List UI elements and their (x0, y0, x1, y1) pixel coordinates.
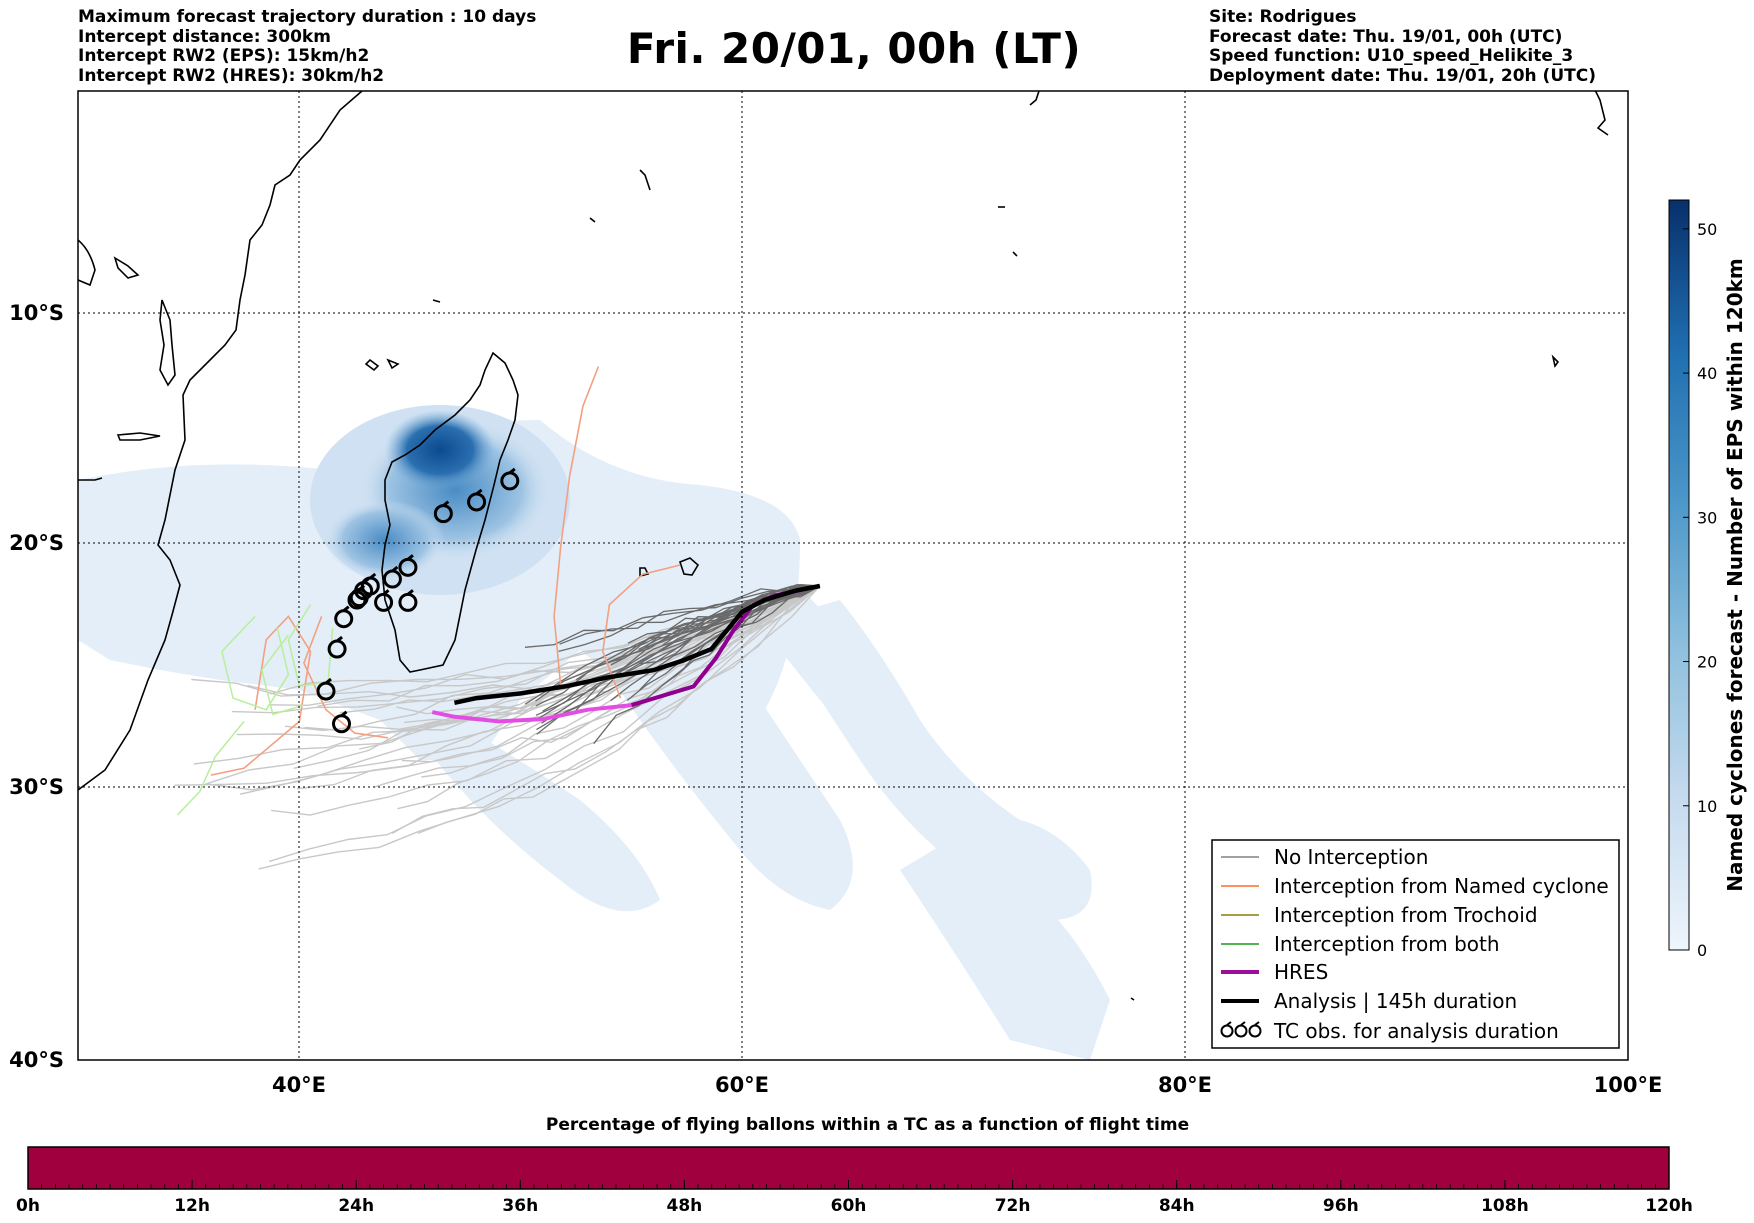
tc-obs-marker (433, 500, 453, 524)
legend-box: No Interception Interception from Named … (1211, 839, 1620, 1049)
ensemble-track-grey (421, 585, 821, 778)
colorbar-tick-label: 30 (1697, 508, 1717, 527)
flight-time-bar-title: Percentage of flying ballons within a TC… (545, 1115, 1190, 1135)
named-cyclone-interception-track (553, 366, 600, 687)
ensemble-track-dark (661, 585, 821, 687)
colorbar-title: Named cyclones forecast - Number of EPS … (1723, 258, 1747, 892)
lon-tick-label: 40°E (272, 1073, 326, 1097)
lon-tick-label: 80°E (1158, 1073, 1212, 1097)
timebar-tick-label: 24h (338, 1196, 374, 1216)
analysis-track (453, 583, 821, 706)
ensemble-track-grey (271, 585, 821, 816)
timebar-tick-label: 84h (1159, 1196, 1195, 1216)
ensemble-track-grey (231, 585, 821, 714)
tc-obs-marker (382, 565, 402, 589)
ensemble-track-grey (239, 585, 821, 795)
colorbar-tick-label: 10 (1697, 797, 1717, 816)
header-left-line: Intercept RW2 (EPS): 15km/h2 (78, 46, 370, 66)
tc-obs-marker (334, 605, 354, 629)
tc-obs-marker (398, 554, 418, 577)
both-interception-track (260, 634, 305, 716)
tc-obs-marker (398, 589, 418, 612)
header-right-info: Site: Rodrigues Forecast date: Thu. 19/0… (1209, 7, 1596, 86)
coastlines (78, 91, 1609, 1001)
legend-label: Interception from Named cyclone (1274, 874, 1609, 898)
both-interception-track (177, 720, 245, 816)
timebar-tick-label: 72h (995, 1196, 1031, 1216)
both-interception-track (221, 615, 290, 711)
trajectory-tracks (174, 366, 821, 870)
timebar-tick-label: 60h (831, 1196, 867, 1216)
ensemble-track-dark (559, 585, 820, 645)
lon-tick-label: 100°E (1594, 1073, 1663, 1097)
header-right-line: Site: Rodrigues (1209, 7, 1357, 27)
tc-obs-marker (467, 488, 487, 512)
header-left-line: Maximum forecast trajectory duration : 1… (78, 7, 537, 27)
ensemble-track-grey (397, 585, 821, 810)
lat-tick-label: 20°S (9, 531, 64, 555)
tc-observations (316, 467, 520, 734)
timebar-tick-label: 12h (174, 1196, 210, 1216)
density-colorbar: 0 10 20 30 40 50 Named cyclones forecast - Nu… (1668, 199, 1747, 960)
tc-obs-marker (327, 635, 347, 659)
tc-obs-marker (374, 589, 394, 612)
legend-label: HRES (1274, 960, 1328, 984)
legend-label: No Interception (1274, 845, 1428, 869)
timebar-tick-label: 0h (16, 1196, 40, 1216)
tc-obs-symbol-icon (1220, 1021, 1262, 1038)
colorbar-tick-label: 0 (1697, 941, 1707, 960)
map-area (78, 91, 1628, 1060)
header-left-info: Maximum forecast trajectory duration : 1… (78, 7, 537, 86)
tc-obs-marker (347, 586, 367, 610)
map-frame (77, 90, 1629, 1061)
named-cyclone-interception-track (210, 615, 312, 776)
lat-tick-label: 10°S (9, 301, 64, 325)
tc-obs-marker (332, 710, 351, 734)
lat-tick-label: 40°S (9, 1048, 64, 1072)
timebar-tick-label: 96h (1323, 1196, 1359, 1216)
named-cyclone-interception-track (303, 616, 389, 739)
header-right-line: Forecast date: Thu. 19/01, 00h (UTC) (1209, 26, 1563, 47)
lon-tick-label: 60°E (715, 1073, 769, 1097)
ensemble-track-grey (174, 585, 821, 786)
timebar-tick-label: 108h (1481, 1196, 1529, 1216)
header-right-line: Deployment date: Thu. 19/01, 20h (UTC) (1209, 65, 1596, 86)
header-left-line: Intercept RW2 (HRES): 30km/h2 (78, 65, 385, 86)
ensemble-track-grey (268, 585, 821, 863)
legend-label: Interception from Trochoid (1274, 903, 1538, 927)
eps-density-field (78, 405, 1110, 1060)
colorbar-tick-label: 50 (1697, 220, 1717, 239)
tc-obs-marker (500, 467, 520, 491)
lat-tick-label: 30°S (9, 775, 64, 799)
ensemble-track-grey (193, 585, 821, 765)
timebar-tick-label: 120h (1645, 1196, 1693, 1216)
ensemble-track-dark (524, 585, 820, 648)
flight-time-bar: 0h 12h 24h 36h 48h 60h 72h 84h 96h 108h 120h (16, 1146, 1693, 1216)
header-right-line: Speed function: U10_speed_Helikite_3 (1209, 46, 1574, 66)
legend-label: TC obs. for analysis duration (1273, 1019, 1559, 1043)
colorbar-tick-label: 40 (1697, 364, 1717, 383)
ensemble-track-dark (524, 585, 821, 705)
ensemble-track-grey (396, 585, 821, 715)
colorbar-tick-label: 20 (1697, 653, 1717, 672)
timebar-tick-label: 48h (667, 1196, 703, 1216)
map-title: Fri. 20/01, 00h (LT) (626, 24, 1082, 73)
timebar-tick-label: 36h (502, 1196, 538, 1216)
header-left-line: Intercept distance: 300km (78, 26, 331, 47)
grid-lines (78, 91, 1628, 1060)
named-cyclone-interception-track (601, 564, 681, 699)
ensemble-track-grey (391, 585, 821, 835)
axis-tick-labels: 40°E 60°E 80°E 100°E 10°S 20°S 30°S 40°S (9, 301, 1662, 1097)
tc-obs-marker (316, 677, 336, 701)
legend-label: Interception from both (1274, 932, 1500, 956)
legend-label: Analysis | 145h duration (1274, 989, 1517, 1013)
